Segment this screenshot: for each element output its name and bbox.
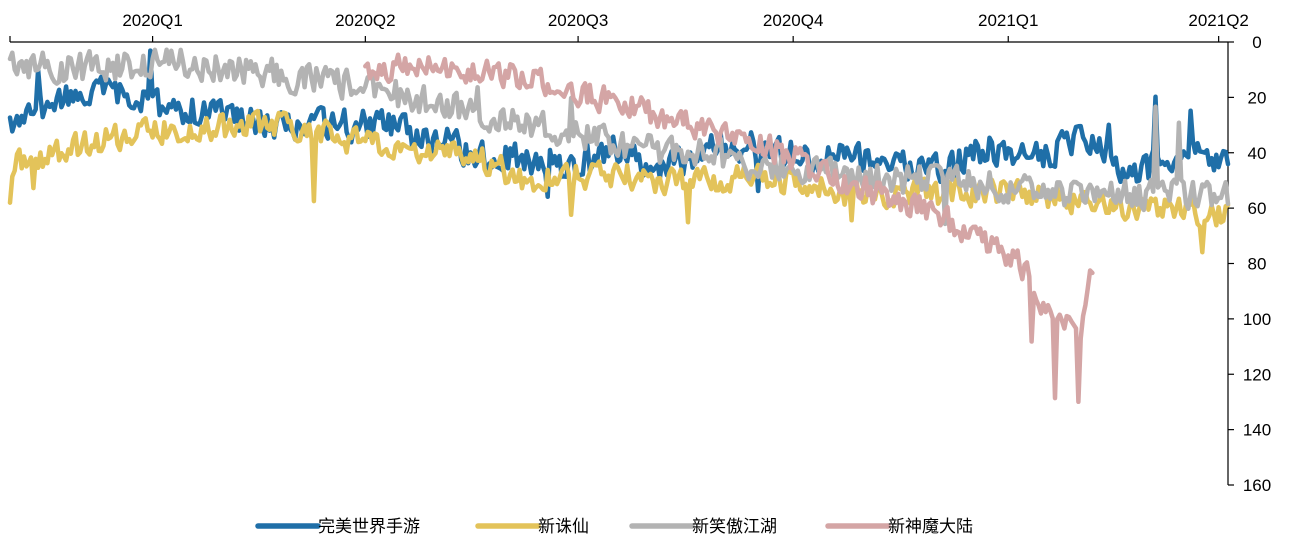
legend: 完美世界手游 新诛仙 新笑傲江湖 新神魔大陆: [255, 517, 973, 537]
series-line-3: [363, 52, 1095, 405]
x-tick-label: 2020Q3: [548, 11, 609, 30]
x-tick-label: 2020Q1: [122, 11, 183, 30]
x-tick-label: 2020Q2: [335, 11, 396, 30]
y-tick-label: 160: [1243, 476, 1271, 495]
y-tick-label: 140: [1243, 421, 1271, 440]
series-line-2: [7, 47, 1231, 227]
y-tick-label: 80: [1248, 255, 1267, 274]
x-tick-label: 2021Q1: [978, 11, 1039, 30]
x-tick-label: 2020Q4: [763, 11, 824, 30]
y-axis-ticks: 0 20 40 60 80 100 120 140 160: [1228, 33, 1271, 495]
y-tick-label: 40: [1248, 144, 1267, 163]
x-tick-label: 2021Q2: [1188, 11, 1249, 30]
y-tick-label: 0: [1252, 33, 1261, 52]
y-tick-label: 60: [1248, 199, 1267, 218]
legend-label: 新神魔大陆: [888, 517, 973, 537]
y-tick-label: 20: [1248, 88, 1267, 107]
y-tick-label: 100: [1243, 310, 1271, 329]
series-line-0: [7, 48, 1231, 200]
legend-label: 新笑傲江湖: [692, 517, 777, 537]
plot-area: [7, 47, 1231, 405]
legend-label: 完美世界手游: [318, 517, 420, 537]
legend-label: 新诛仙: [538, 517, 589, 537]
series-line-1: [7, 108, 1231, 255]
x-axis-ticks: 2020Q1 2020Q2 2020Q3 2020Q4 2021Q1 2021Q2: [9, 11, 1249, 42]
y-tick-label: 120: [1243, 365, 1271, 384]
